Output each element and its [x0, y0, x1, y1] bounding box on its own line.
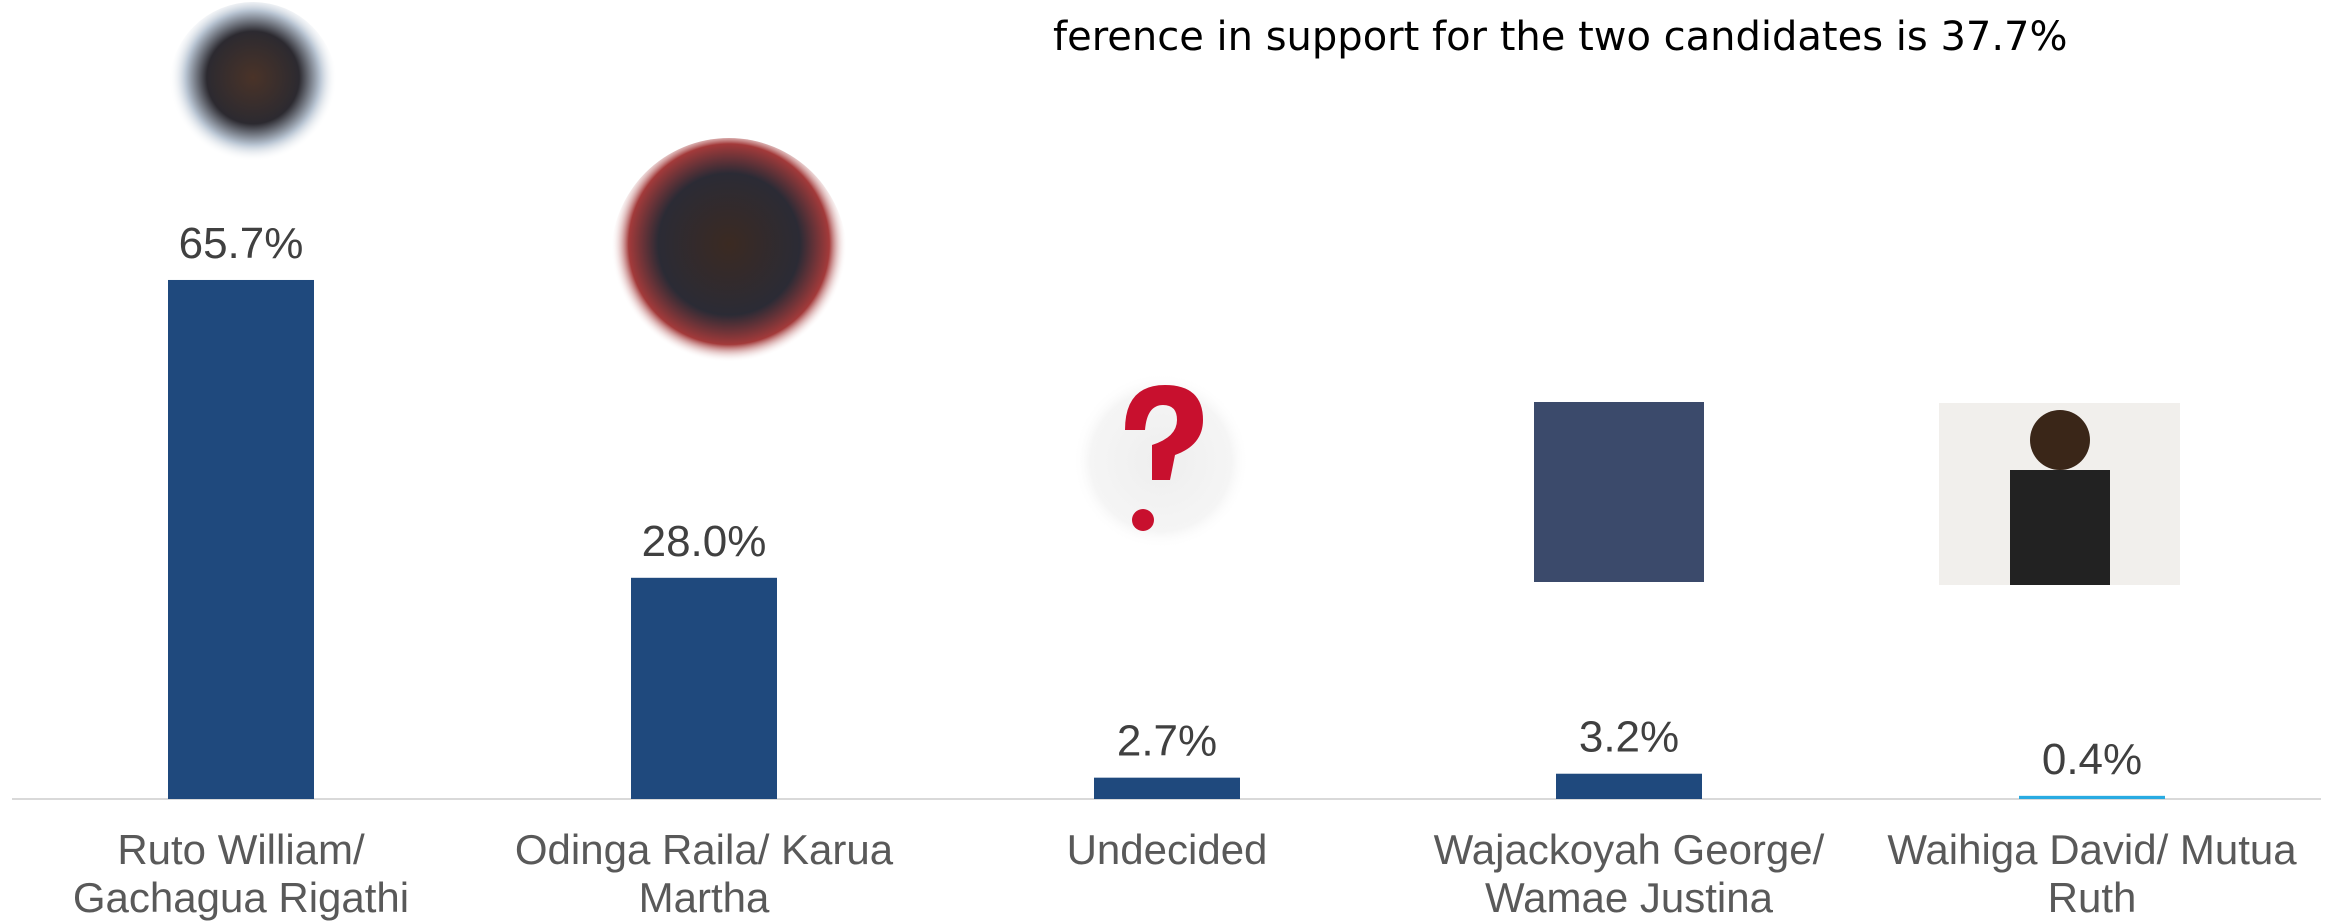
value-label: 2.7% — [1117, 717, 1217, 766]
candidate-photo — [169, 2, 337, 170]
x-tick-label: Waihiga David/ Mutua Ruth — [1887, 826, 2297, 921]
bar — [2019, 795, 2165, 799]
question-dot — [1132, 509, 1154, 531]
x-tick-label: Odinga Raila/ Karua Martha — [514, 826, 894, 921]
annotation: ference in support for the two candidate… — [1053, 14, 2068, 60]
candidate-suit — [2010, 470, 2110, 585]
value-label: 3.2% — [1579, 713, 1679, 762]
x-tick-label: Ruto William/ Gachagua Rigathi — [72, 826, 410, 921]
candidate-photo — [611, 138, 847, 374]
candidate-photo — [1534, 402, 1704, 582]
value-label: 28.0% — [642, 517, 767, 566]
value-label: 65.7% — [179, 219, 304, 268]
x-tick-label: Wajackoyah George/ Wamae Justina — [1433, 826, 1825, 921]
x-tick-label: Undecided — [1066, 826, 1268, 873]
bar — [168, 279, 314, 800]
question-mark — [1125, 385, 1203, 480]
bar — [1556, 773, 1702, 799]
value-label: 0.4% — [2042, 735, 2142, 784]
bar — [1094, 777, 1240, 799]
bar — [631, 577, 777, 799]
candidate-head — [2030, 410, 2090, 470]
